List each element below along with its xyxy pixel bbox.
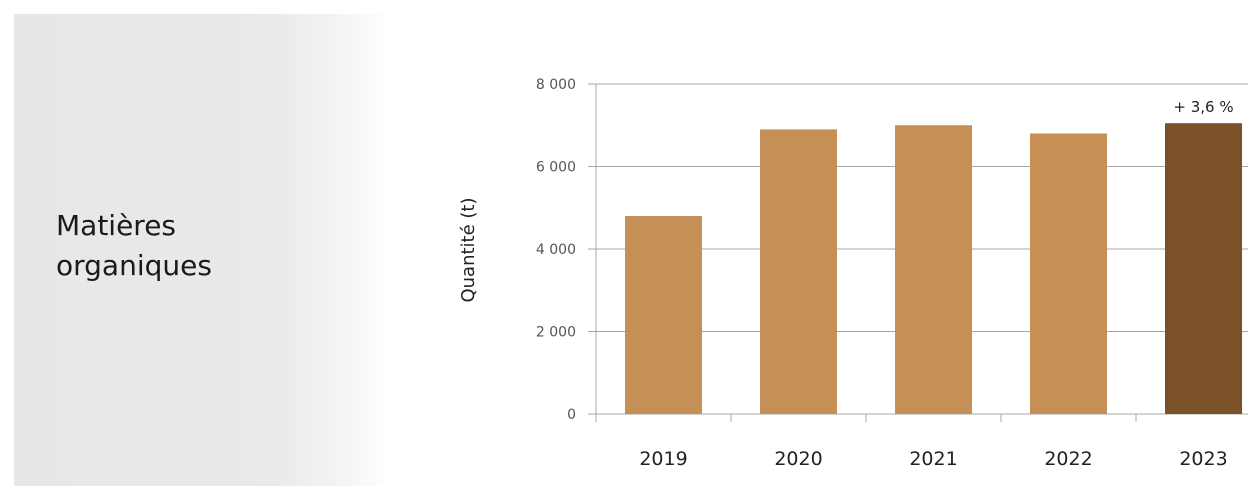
side-panel (14, 14, 390, 486)
x-tick-label: 2022 (1044, 448, 1092, 470)
y-tick-label: 6 000 (536, 160, 576, 176)
x-tick-label: 2020 (774, 448, 822, 470)
bars (625, 123, 1242, 414)
y-tick-label: 8 000 (536, 77, 576, 93)
data-label: + 3,6 % (1173, 98, 1233, 116)
panel-title: Matières organiques (56, 209, 212, 282)
bar-2022 (1030, 133, 1107, 414)
bar-2023 (1165, 123, 1242, 414)
bar-2021 (895, 125, 972, 414)
labels: 0 2 000 4 000 6 000 8 000 2019 2020 2021 2022 202… (536, 77, 1234, 470)
y-tick-label: 0 (567, 407, 576, 423)
y-axis-label: Quantité (t) (458, 197, 479, 302)
bar-2019 (625, 216, 702, 414)
x-tick-label: 2019 (639, 448, 687, 470)
bar-2020 (760, 129, 837, 414)
y-tick-label: 4 000 (536, 242, 576, 258)
y-tick-label: 2 000 (536, 325, 576, 341)
x-tick-label: 2023 (1179, 448, 1227, 470)
x-tick-label: 2021 (909, 448, 957, 470)
